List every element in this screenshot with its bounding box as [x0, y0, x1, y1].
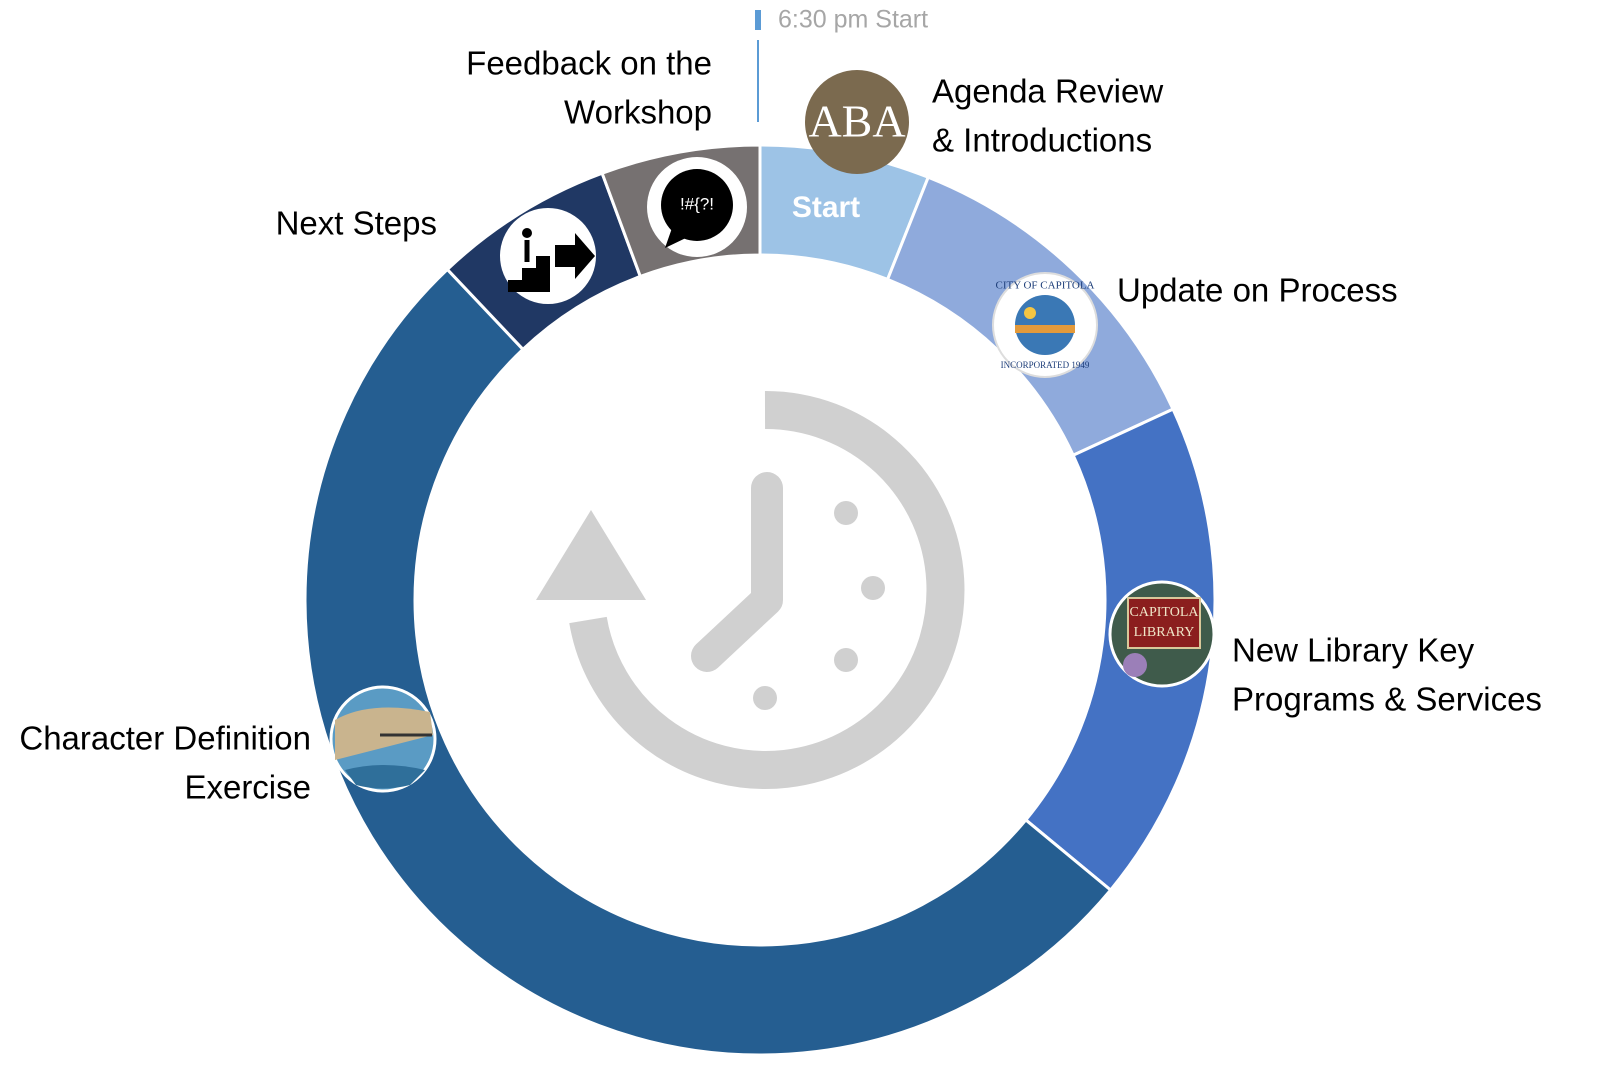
item-label: Next Steps [276, 205, 437, 242]
item-label: Programs & Services [1232, 681, 1542, 718]
start-marker [755, 10, 761, 30]
item-label: Character Definition [19, 720, 311, 757]
item-label: Agenda Review [932, 73, 1163, 110]
item-label: & Introductions [932, 122, 1152, 159]
clock-icon [536, 410, 945, 770]
city-seal: CITY OF CAPITOLA INCORPORATED 1949 [993, 273, 1097, 377]
stairs-icon [500, 208, 596, 304]
item-label: Update on Process [1117, 272, 1398, 309]
seal-text: INCORPORATED 1949 [1001, 360, 1090, 370]
item-label: Feedback on the [466, 45, 712, 82]
library-photo: CAPITOLA LIBRARY [1110, 582, 1214, 686]
seal-text: CITY OF CAPITOLA [995, 280, 1094, 292]
item-label: Workshop [564, 94, 712, 131]
logo-text: ABA [808, 96, 905, 147]
beach-photo [331, 687, 435, 791]
start-time: 6:30 pm Start [778, 6, 928, 34]
agenda-diagram: 6:30 pm Start Agenda Review & Introducti… [0, 0, 1612, 1088]
sign-text: LIBRARY [1134, 625, 1195, 640]
item-label: New Library Key [1232, 632, 1475, 669]
aba-logo: ABA [805, 70, 909, 174]
sign-text: CAPITOLA [1130, 605, 1200, 620]
item-label: Exercise [184, 769, 311, 806]
start-label: Start [792, 191, 860, 224]
clock-hands [707, 488, 767, 656]
speech-text: !#{?! [680, 194, 714, 213]
speech-icon: !#{?! [647, 157, 747, 257]
clock-arrow [536, 510, 646, 600]
